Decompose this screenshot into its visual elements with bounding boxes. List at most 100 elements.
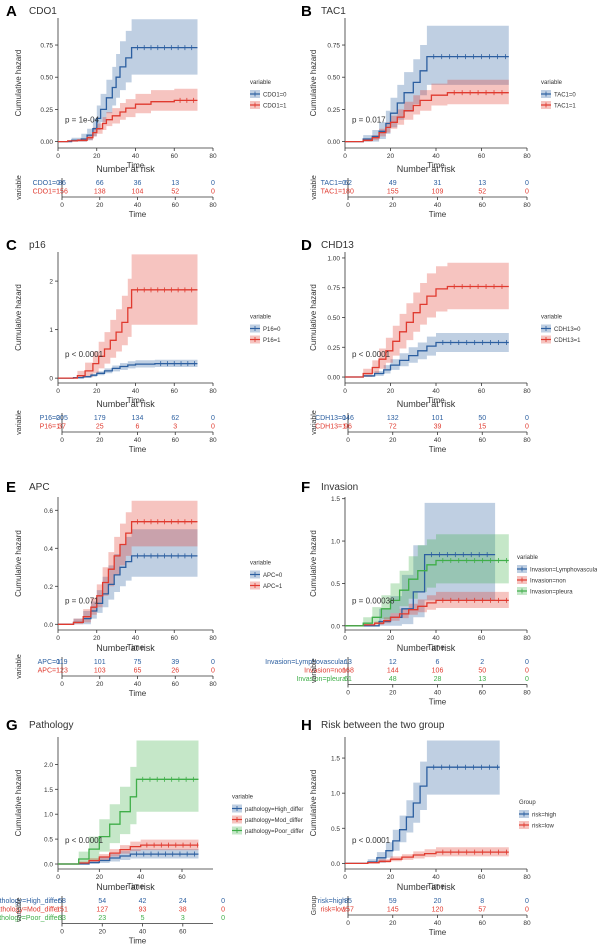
x-tick-label: 20: [387, 635, 395, 642]
legend-label: risk=high: [532, 813, 556, 819]
risk-x-axis-label: Time: [129, 210, 147, 219]
panel-b: B TAC1 Cumulative hazard 0.00 0.25 0.50 0.75 0 2…: [301, 3, 576, 219]
y-tick-label: 1: [49, 327, 53, 334]
risk-x-tick-label: 60: [479, 920, 487, 927]
series-line-2: [58, 521, 198, 625]
risk-row-label: CDO1=0: [33, 180, 61, 187]
risk-x-tick-label: 20: [389, 202, 397, 209]
x-tick-label: 0: [343, 388, 347, 395]
risk-count: 0: [525, 907, 529, 914]
y-tick-label: 2.0: [44, 762, 53, 769]
risk-y-axis-label: variable: [16, 410, 23, 435]
x-axis-label: Time: [127, 643, 145, 652]
y-tick-label: 0.50: [327, 315, 340, 322]
x-tick-label: 0: [343, 153, 347, 160]
y-tick-label: 0.0: [331, 861, 340, 868]
panel-h: H Risk between the two group Cumulative ha…: [301, 717, 556, 937]
x-tick-label: 80: [209, 153, 217, 160]
y-axis-label: Cumulative hazard: [309, 770, 318, 837]
chart-title: Risk between the two group: [321, 720, 445, 731]
y-tick-label: 1.5: [331, 496, 340, 503]
risk-x-tick-label: 60: [179, 929, 187, 936]
risk-x-tick-label: 80: [523, 437, 531, 444]
risk-x-tick-label: 20: [389, 920, 397, 927]
risk-count: 24: [179, 898, 187, 905]
risk-y-axis-label: Group: [311, 896, 318, 916]
risk-count: 65: [134, 668, 142, 675]
risk-count: 50: [478, 415, 486, 422]
risk-count: 0: [525, 676, 529, 683]
x-tick-label: 20: [93, 153, 101, 160]
ci-band-3: [345, 534, 509, 626]
x-tick-label: 60: [478, 874, 486, 881]
risk-count: 28: [434, 676, 442, 683]
risk-count: 13: [171, 180, 179, 187]
y-axis-label: Cumulative hazard: [14, 50, 23, 117]
risk-y-axis-label: variable: [16, 654, 23, 679]
x-tick-label: 0: [343, 635, 347, 642]
ci-band-2: [58, 500, 198, 625]
risk-count: 0: [221, 915, 225, 922]
risk-table-title: Number at risk: [96, 164, 155, 174]
risk-x-axis-label: Time: [429, 445, 447, 454]
x-tick-label: 80: [523, 874, 531, 881]
legend-label: P16=1: [263, 338, 281, 344]
y-tick-label: 0.75: [327, 285, 340, 292]
risk-x-tick-label: 40: [134, 437, 142, 444]
risk-x-tick-label: 40: [434, 202, 442, 209]
risk-row-label: risk=high: [318, 898, 346, 905]
panel-letter: H: [301, 717, 312, 734]
y-tick-label: 0.6: [44, 508, 53, 515]
legend-title: variable: [517, 555, 539, 561]
legend-title: variable: [541, 80, 563, 86]
panel-letter: D: [301, 237, 312, 254]
y-tick-label: 0.0: [44, 862, 53, 869]
risk-x-tick-label: 80: [209, 202, 217, 209]
risk-row-label: Invasion=non: [304, 668, 346, 675]
y-tick-label: 1.5: [44, 787, 53, 794]
risk-count: 0: [211, 659, 215, 666]
panel-letter: E: [6, 479, 16, 496]
risk-x-tick-label: 80: [523, 690, 531, 697]
y-tick-label: 0.25: [327, 345, 340, 352]
y-tick-label: 0.0: [331, 623, 340, 630]
panel-letter: F: [301, 479, 310, 496]
y-tick-label: 0.5: [331, 581, 340, 588]
panel-letter: A: [6, 3, 17, 20]
legend-label: CDO1=1: [263, 104, 287, 110]
legend-label: CDO1=0: [263, 93, 287, 99]
panel-letter: B: [301, 3, 312, 20]
risk-table-title: Number at risk: [96, 643, 155, 653]
risk-y-axis-label: variable: [311, 410, 318, 435]
risk-row-label: CDH13=1: [315, 424, 346, 431]
risk-count: 0: [525, 659, 529, 666]
x-tick-label: 60: [478, 635, 486, 642]
x-axis-label: Time: [427, 882, 445, 891]
risk-count: 50: [478, 668, 486, 675]
risk-x-tick-label: 80: [523, 920, 531, 927]
risk-count: 103: [94, 668, 106, 675]
risk-count: 39: [171, 659, 179, 666]
chart-title: Pathology: [29, 720, 73, 731]
x-tick-label: 20: [387, 153, 395, 160]
x-tick-label: 0: [56, 388, 60, 395]
risk-row-label: P16=0: [40, 415, 61, 422]
p-value: p = 0.071: [65, 597, 99, 606]
legend-label: CDH13=1: [554, 338, 581, 344]
risk-count: 61: [344, 676, 352, 683]
x-tick-label: 40: [132, 635, 140, 642]
risk-row-label: APC=1: [38, 668, 60, 675]
risk-x-tick-label: 20: [389, 690, 397, 697]
legend-title: variable: [250, 561, 272, 567]
risk-x-tick-label: 60: [172, 202, 180, 209]
risk-count: 132: [387, 415, 399, 422]
risk-count: 0: [525, 898, 529, 905]
risk-table-title: Number at risk: [397, 882, 456, 892]
x-axis-label: Time: [127, 161, 145, 170]
x-tick-label: 20: [93, 635, 101, 642]
risk-count: 0: [211, 180, 215, 187]
risk-count: 62: [344, 180, 352, 187]
p-value: p = 0.00038: [352, 597, 395, 606]
risk-row-label: Invasion=pleura: [296, 676, 346, 683]
